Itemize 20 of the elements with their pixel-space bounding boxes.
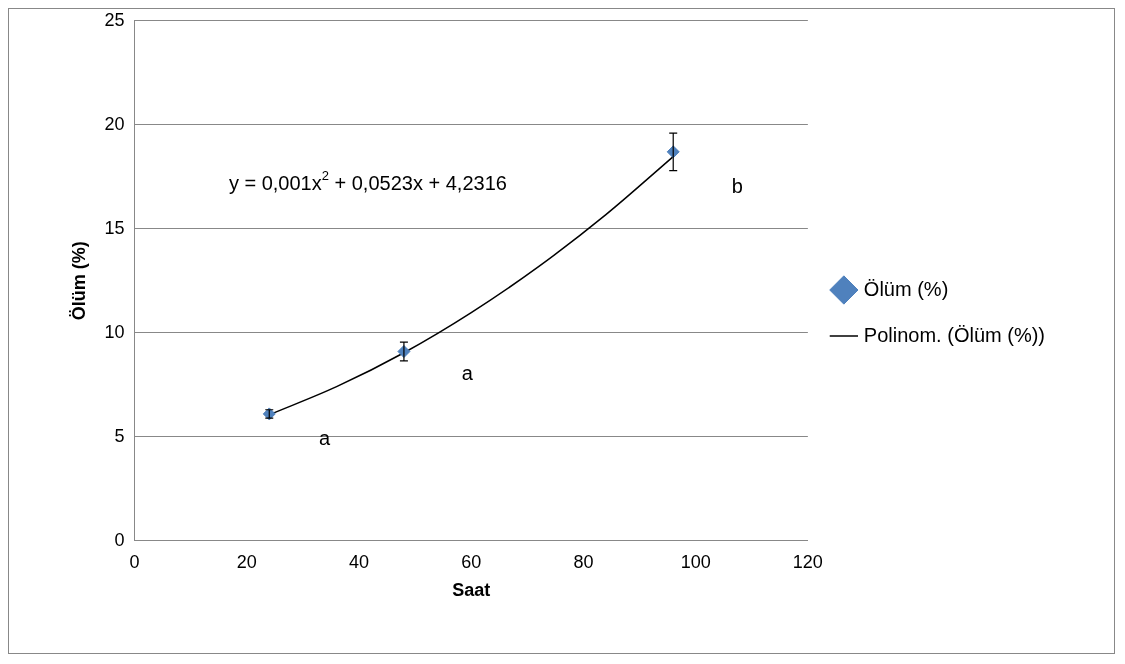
y-tick-label: 0: [114, 529, 125, 550]
legend-label: Ölüm (%): [863, 277, 949, 300]
y-tick-label: 25: [104, 9, 125, 30]
annotation: a: [461, 361, 474, 384]
y-tick-label: 10: [104, 321, 125, 342]
y-tick-label: 5: [114, 425, 125, 446]
y-axis-title: Ölüm (%): [68, 241, 89, 321]
annotation: a: [319, 426, 332, 449]
x-tick-label: 100: [680, 551, 711, 572]
legend-label: Polinom. (Ölüm (%)): [863, 323, 1046, 346]
x-axis-title: Saat: [452, 580, 491, 601]
x-tick-label: 0: [129, 551, 140, 572]
annotation: b: [731, 174, 743, 197]
y-tick-label: 15: [104, 217, 125, 238]
x-tick-label: 20: [236, 551, 257, 572]
x-tick-label: 60: [461, 551, 482, 572]
x-tick-label: 80: [573, 551, 594, 572]
x-tick-label: 120: [792, 551, 823, 572]
y-tick-label: 20: [104, 113, 125, 134]
x-tick-label: 40: [349, 551, 370, 572]
